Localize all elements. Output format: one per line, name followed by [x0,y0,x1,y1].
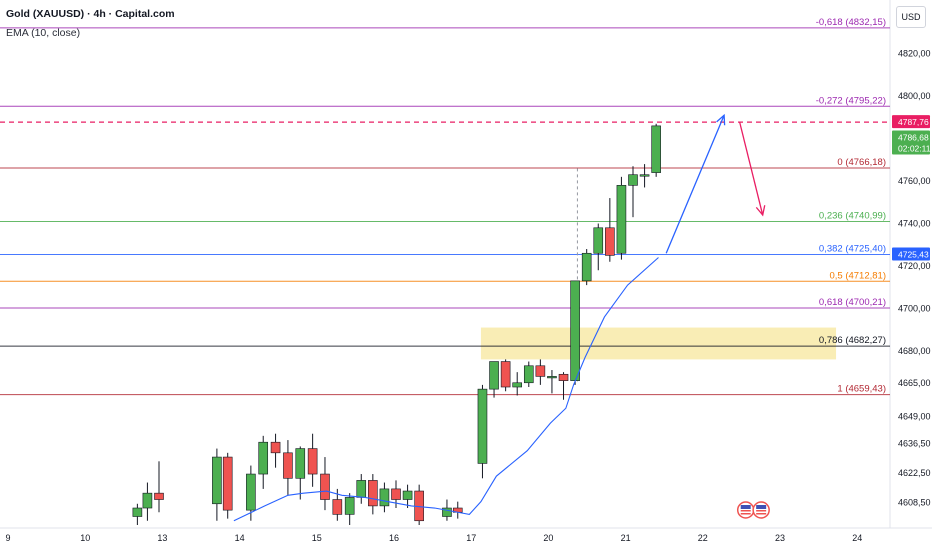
price-tag-0 [892,115,930,129]
y-tick-2: 4760,00 [898,176,931,186]
candle-body-27 [535,365,546,377]
candle-body-29 [558,373,569,381]
candle-body-17 [391,488,401,500]
candle-body-25 [512,382,523,388]
candle-body-35 [628,174,638,186]
fib-label-6: 0,618 (4700,21) [819,297,886,308]
fib-label-7: 0,786 (4682,27) [819,335,886,346]
fib-label-2: 0 (4766,18) [837,157,886,168]
us-event-flag-stripe-a-0 [740,510,751,512]
arrow-down-shaft [738,121,764,216]
arrow-down-head [755,205,766,217]
candle-body-13 [344,497,355,515]
candle-body-37 [651,125,661,173]
candle-body-3 [212,456,222,505]
price-tag-sub-1: 02:02:11 [898,143,931,153]
symbol-title[interactable]: Gold (XAUUSD) · 4h · Capital.com [6,8,175,20]
candle-body-10 [307,448,318,475]
candle-body-6 [258,441,269,475]
candle-body-14 [356,480,367,498]
x-tick-11: 24 [852,533,862,543]
candle-body-22 [477,388,488,464]
arrow-up-head [716,113,726,126]
candle-body-8 [283,452,293,479]
us-event-flag-stripe-b-0 [740,513,751,515]
candle-body-4 [222,456,233,511]
ema-line [233,257,659,522]
x-tick-9: 22 [698,533,708,543]
x-tick-8: 21 [621,533,631,543]
candle-body-7 [270,441,281,454]
candle-body-16 [379,488,390,507]
x-tick-5: 16 [389,533,399,543]
candle-body-30 [570,280,580,381]
price-tag-text-1: 4786,68 [898,132,929,142]
price-axis [890,0,932,550]
y-tick-7: 4665,00 [898,378,931,388]
x-tick-1: 10 [80,533,90,543]
y-tick-1: 4800,00 [898,91,931,101]
x-tick-2: 13 [157,533,167,543]
candle-body-1 [142,492,153,509]
x-tick-4: 15 [312,533,322,543]
ema-indicator-label[interactable]: EMA (10, close) [6,27,81,39]
price-tag-1 [892,130,930,155]
price-tag-2 [892,247,930,261]
supply-zone [480,327,837,360]
x-tick-0: 9 [5,533,10,543]
price-tag-text-0: 4787,76 [898,117,929,127]
candle-body-11 [320,473,330,500]
candle-body-20 [442,507,452,517]
fib-label-3: 0,236 (4740,99) [819,210,886,221]
y-tick-4: 4720,00 [898,261,931,271]
y-tick-6: 4680,00 [898,346,931,356]
y-tick-9: 4636,50 [898,438,931,448]
candle-body-12 [332,499,343,515]
currency-button[interactable]: USD [896,6,926,28]
candle-body-33 [605,227,615,256]
fib-label-4: 0,382 (4725,40) [819,244,886,255]
y-tick-5: 4700,00 [898,303,931,313]
y-tick-0: 4820,00 [898,49,931,59]
candle-body-28 [547,376,557,379]
us-event-flag-stripe-b-1 [756,513,767,515]
us-event-flag-stripe-a-1 [756,510,767,512]
fib-label-0: -0,618 (4832,15) [816,17,886,28]
arrow-up-shaft [665,115,725,254]
y-tick-10: 4622,50 [898,468,931,478]
candle-body-36 [639,174,650,177]
candle-body-0 [132,507,143,517]
x-tick-10: 23 [775,533,785,543]
us-event-flag-blue-0 [740,505,751,509]
x-tick-3: 14 [235,533,245,543]
y-tick-8: 4649,00 [898,412,931,422]
candle-body-15 [368,480,378,507]
candle-body-31 [581,252,592,282]
candle-body-9 [295,448,306,479]
candle-body-26 [523,365,534,384]
candle-body-5 [246,473,256,511]
fib-label-5: 0,5 (4712,81) [829,270,886,281]
candle-body-23 [489,361,499,390]
fib-label-1: -0,272 (4795,22) [816,95,886,106]
candle-body-24 [500,361,511,388]
candle-body-34 [616,185,627,254]
price-tag-text-2: 4725,43 [898,249,929,259]
y-tick-3: 4740,00 [898,219,931,229]
candle-body-18 [402,490,413,500]
x-tick-6: 17 [466,533,476,543]
us-event-flag-blue-1 [756,505,767,509]
y-tick-11: 4608,50 [898,498,931,508]
candle-body-32 [593,227,604,254]
x-tick-7: 20 [543,533,553,543]
candle-body-2 [154,492,164,500]
fib-label-8: 1 (4659,43) [837,384,886,395]
